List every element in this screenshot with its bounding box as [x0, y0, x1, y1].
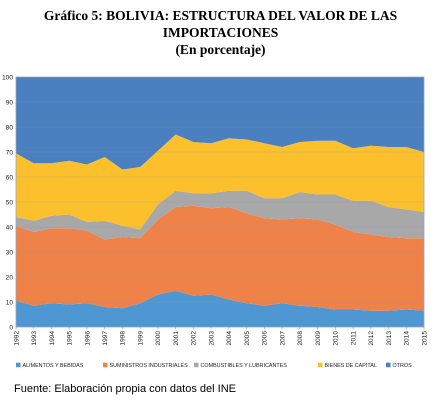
- source-note: Fuente: Elaboración propia con datos del…: [14, 383, 236, 395]
- chart-title-line2: IMPORTACIONES: [162, 25, 279, 40]
- x-tick-label: 2015: [421, 331, 428, 346]
- area-suministros-industriales: [16, 205, 424, 311]
- legend-label-suministros-industriales: SUMINISTROS INDUSTRIALES: [110, 363, 189, 369]
- chart-title-line1: Gráfico 5: BOLIVIA: ESTRUCTURA DEL VALOR…: [43, 8, 398, 23]
- y-tick-label: 20: [6, 274, 14, 281]
- x-tick-label: 2012: [368, 331, 375, 346]
- x-tick-label: 2000: [155, 331, 162, 346]
- x-tick-label: 1999: [137, 331, 144, 346]
- x-tick-label: 1993: [31, 331, 38, 346]
- x-tick-label: 1998: [120, 331, 127, 346]
- series-areas: [16, 77, 424, 327]
- legend-swatch-alimentos-y-bebidas: [16, 362, 21, 368]
- x-tick-label: 2002: [191, 331, 198, 346]
- x-tick-label: 2008: [297, 331, 304, 346]
- legend-swatch-bienes-de-capital: [318, 362, 323, 368]
- area-otros: [16, 77, 424, 170]
- x-tick-label: 2009: [315, 331, 322, 346]
- x-tick-label: 2013: [386, 331, 393, 346]
- x-tick-label: 2005: [244, 331, 251, 346]
- x-tick-label: 2011: [350, 331, 357, 346]
- y-tick-label: 80: [6, 124, 14, 131]
- legend-label-otros: OTROS: [393, 363, 413, 369]
- legend: ALIMENTOS Y BEBIDAS SUMINISTROS INDUSTRIA…: [16, 362, 413, 369]
- y-tick-label: 30: [6, 249, 14, 256]
- x-axis: 1992 1993 1994 1995 1996 1997 1998 1999 2000 2001…: [13, 327, 428, 346]
- x-tick-label: 1995: [67, 331, 74, 346]
- legend-label-combustibles-y-lubricantes: COMBUSTIBLES Y LUBRICANTES: [201, 363, 288, 369]
- x-tick-label: 2006: [262, 331, 269, 346]
- x-tick-label: 2014: [404, 331, 411, 346]
- area-combustibles-y-lubricantes: [16, 190, 424, 240]
- area-alimentos-y-bebidas: [16, 290, 424, 327]
- y-tick-label: 0: [9, 324, 13, 331]
- legend-label-alimentos-y-bebidas: ALIMENTOS Y BEBIDAS: [23, 363, 84, 369]
- x-tick-label: 2007: [279, 331, 286, 346]
- x-tick-label: 1996: [84, 331, 91, 346]
- gridlines: [16, 101, 424, 303]
- y-tick-label: 40: [6, 224, 14, 231]
- x-tick-label: 1994: [49, 331, 56, 346]
- x-tick-label: 2004: [226, 331, 233, 346]
- legend-swatch-combustibles-y-lubricantes: [194, 362, 199, 368]
- y-tick-label: 100: [2, 74, 13, 81]
- legend-swatch-suministros-industriales: [103, 362, 108, 368]
- legend-label-bienes-de-capital: BIENES DE CAPITAL: [325, 363, 377, 369]
- y-axis: 0 10 20 30 40 50 60 70 80 90 100: [2, 74, 13, 331]
- x-tick-label: 2003: [208, 331, 215, 346]
- y-tick-label: 60: [6, 174, 14, 181]
- x-tick-label: 2010: [333, 331, 340, 346]
- chart-subtitle: (En porcentaje): [175, 42, 266, 57]
- x-tick-label: 2001: [173, 331, 180, 346]
- y-tick-label: 70: [6, 149, 14, 156]
- x-tick-label: 1992: [13, 331, 20, 346]
- legend-swatch-otros: [386, 362, 391, 368]
- y-tick-label: 10: [6, 299, 14, 306]
- x-tick-label: 1997: [102, 331, 109, 346]
- plot-frame: [15, 76, 425, 328]
- y-tick-label: 90: [6, 99, 14, 106]
- y-tick-label: 50: [6, 199, 14, 206]
- area-bienes-de-capital: [16, 134, 424, 230]
